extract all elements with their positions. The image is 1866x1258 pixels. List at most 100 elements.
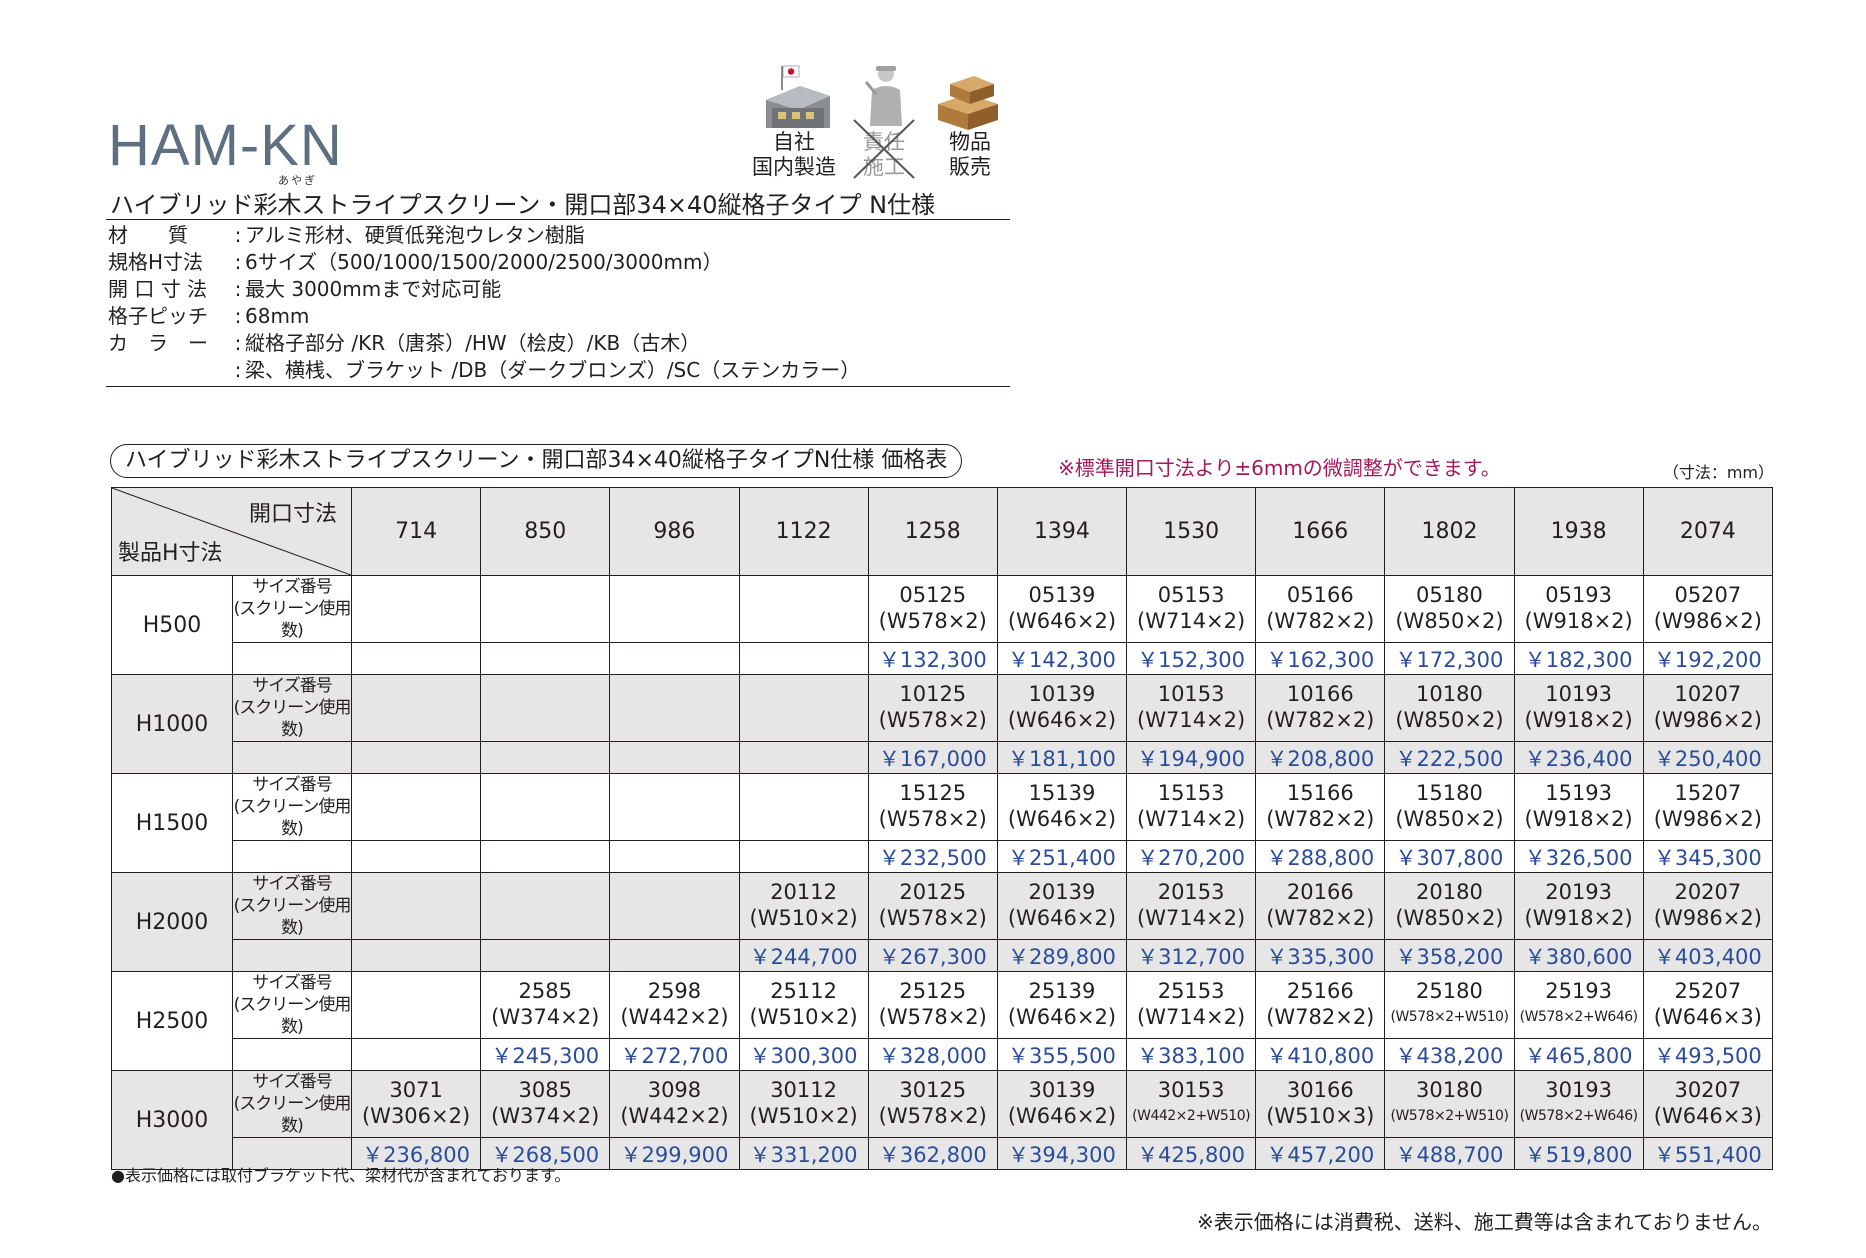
size-code-cell: 15125 (W578×2) <box>867 773 998 841</box>
spec-value: 縦格子部分 /KR（唐茶）/HW（桧皮）/KB（古木） <box>245 331 701 355</box>
size-code: 20166 <box>1286 880 1354 904</box>
column-header-986: 986 <box>609 487 740 576</box>
price-cell: ￥300,300 <box>738 1038 869 1071</box>
column-header-1802: 1802 <box>1384 487 1515 576</box>
ruby-reading: あやぎ <box>278 174 317 187</box>
price-cell <box>350 642 482 675</box>
screen-width-spec: (W306×2) <box>361 1104 471 1128</box>
divider-bottom <box>106 386 1010 387</box>
screen-width-spec: (W782×2) <box>1266 1005 1375 1029</box>
price-cell: ￥268,500 <box>480 1137 611 1170</box>
size-code-cell: 10153 (W714×2) <box>1126 674 1257 742</box>
price-cell: ￥132,300 <box>867 642 998 675</box>
size-code-cell: 30112 (W510×2) <box>738 1070 869 1138</box>
screen-width-spec: (W918×2) <box>1524 807 1633 831</box>
adjustment-note: ※標準開口寸法より±6mmの微調整ができます。 <box>1058 456 1501 480</box>
size-code-cell: 20166 (W782×2) <box>1255 872 1386 940</box>
price-cell: ￥345,300 <box>1642 840 1774 873</box>
price-cell: ￥251,400 <box>996 840 1128 873</box>
size-code: 20193 <box>1545 880 1613 904</box>
size-code-cell: 10125 (W578×2) <box>867 674 998 742</box>
price-cell: ￥299,900 <box>609 1137 740 1170</box>
price-cell: ￥208,800 <box>1255 741 1386 774</box>
price-cell: ￥289,800 <box>996 939 1128 972</box>
screen-width-spec: (W714×2) <box>1137 807 1246 831</box>
size-number-label: サイズ番号 (スクリーン使用数) <box>232 575 352 643</box>
size-code: 10139 <box>1028 682 1096 706</box>
size-code-cell: 15193 (W918×2) <box>1513 773 1644 841</box>
size-code-cell <box>609 674 740 742</box>
screen-width-spec: (W986×2) <box>1653 708 1762 732</box>
model-title: HAM-KN <box>108 113 343 178</box>
size-code-cell <box>738 674 869 742</box>
column-header-714: 714 <box>350 487 482 576</box>
price-cell: ￥142,300 <box>996 642 1128 675</box>
size-code-cell: 05166 (W782×2) <box>1255 575 1386 643</box>
size-code-cell: 25125 (W578×2) <box>867 971 998 1039</box>
size-code-cell: 15207 (W986×2) <box>1642 773 1774 841</box>
price-cell: ￥410,800 <box>1255 1038 1386 1071</box>
price-table-title: ハイブリッド彩木ストライプスクリーン・開口部34×40縦格子タイプN仕様 価格表 <box>110 444 963 478</box>
table-row-h500: H500 サイズ番号 (スクリーン使用数) 05125 (W578×2) 05139 (W6… <box>111 575 1774 675</box>
size-code: 05193 <box>1545 583 1613 607</box>
column-header-850: 850 <box>480 487 611 576</box>
size-code-cell <box>350 575 482 643</box>
screen-width-spec: (W850×2) <box>1395 708 1504 732</box>
screen-width-spec: (W646×2) <box>1007 708 1117 732</box>
size-code-cell: 10166 (W782×2) <box>1255 674 1386 742</box>
table-row-price-h2500: ￥245,300 ￥272,700 ￥300,300 ￥328,000 ￥355,500… <box>112 1038 1774 1071</box>
height-label: H2500 <box>111 971 233 1071</box>
screen-width-spec: (W714×2) <box>1137 708 1246 732</box>
size-code-cell: 20139 (W646×2) <box>996 872 1128 940</box>
spec-value: 梁、横桟、ブラケット /DB（ダークブロンズ）/SC（ステンカラー） <box>245 358 861 382</box>
price-cell: ￥182,300 <box>1513 642 1644 675</box>
size-code: 10153 <box>1157 682 1225 706</box>
worker-icon <box>864 66 902 126</box>
height-label: H500 <box>111 575 233 675</box>
screen-width-spec: (W578×2+W510) <box>1390 1009 1509 1025</box>
screen-width-spec: (W646×3) <box>1653 1104 1762 1128</box>
screen-width-spec: (W578×2) <box>878 609 987 633</box>
product-height-label: 製品H寸法 <box>118 541 223 566</box>
size-code: 15193 <box>1545 781 1613 805</box>
size-code: 30125 <box>899 1078 967 1102</box>
corner-header: 開口寸法 製品H寸法 <box>111 487 352 576</box>
table-row-h1000: H1000 サイズ番号 (スクリーン使用数) 10125 (W578×2) 10139 (W… <box>111 674 1774 774</box>
size-code-cell <box>738 575 869 643</box>
size-code: 25153 <box>1157 979 1225 1003</box>
size-code: 25193 <box>1545 979 1613 1003</box>
size-code-cell: 05125 (W578×2) <box>867 575 998 643</box>
unit-note: （寸法：mm） <box>1662 463 1774 482</box>
size-code: 15166 <box>1286 781 1354 805</box>
spec-row-material: 材 質: アルミ形材、硬質低発泡ウレタン樹脂 <box>108 223 585 247</box>
size-code: 30139 <box>1028 1078 1096 1102</box>
size-code-cell <box>480 575 611 643</box>
column-header-1666: 1666 <box>1255 487 1386 576</box>
price-cell: ￥331,200 <box>738 1137 869 1170</box>
size-code-cell: 25207 (W646×3) <box>1642 971 1774 1039</box>
size-code-cell: 3085 (W374×2) <box>480 1070 611 1138</box>
screen-width-spec: (W510×2) <box>749 906 858 930</box>
screen-width-spec: (W850×2) <box>1395 609 1504 633</box>
price-cell: ￥465,800 <box>1513 1038 1644 1071</box>
size-code: 15180 <box>1416 781 1483 805</box>
price-cell <box>480 741 611 774</box>
price-cell: ￥267,300 <box>867 939 998 972</box>
screen-width-spec: (W578×2) <box>878 708 987 732</box>
price-cell <box>480 642 611 675</box>
size-code-cell: 10180 (W850×2) <box>1384 674 1515 742</box>
size-code-cell: 15180 (W850×2) <box>1384 773 1515 841</box>
screen-width-spec: (W578×2) <box>878 1104 987 1128</box>
spec-row-pitch: 格子ピッチ:68mm <box>108 304 310 328</box>
height-label: H3000 <box>111 1070 233 1170</box>
size-code: 10166 <box>1286 682 1354 706</box>
column-header-2074: 2074 <box>1642 487 1774 576</box>
screen-width-spec: (W374×2) <box>491 1104 600 1128</box>
size-code: 10125 <box>899 682 967 706</box>
screen-width-spec: (W850×2) <box>1395 807 1504 831</box>
table-row-price-h500: ￥132,300 ￥142,300 ￥152,300 ￥162,300 ￥172,300… <box>112 642 1774 675</box>
price-cell: ￥394,300 <box>996 1137 1128 1170</box>
size-code-cell: 25112 (W510×2) <box>738 971 869 1039</box>
price-cell: ￥245,300 <box>480 1038 611 1071</box>
screen-width-spec: (W782×2) <box>1266 807 1375 831</box>
